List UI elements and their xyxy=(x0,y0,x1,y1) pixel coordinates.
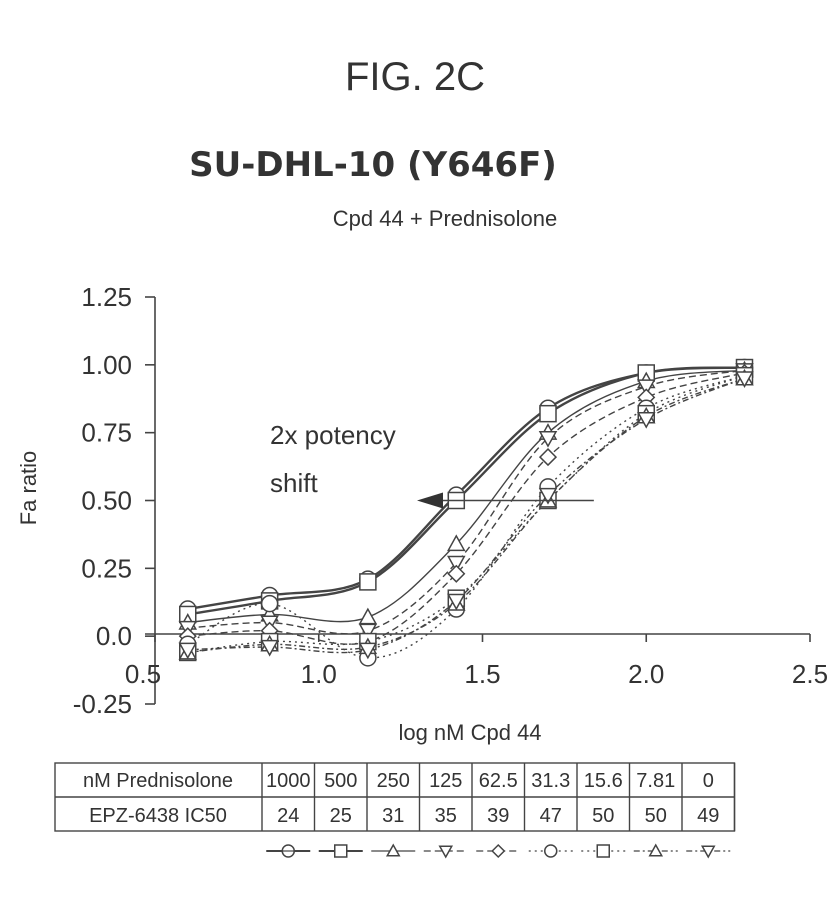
x-axis-title: log nM Cpd 44 xyxy=(398,720,541,745)
table-cell-ic50: 47 xyxy=(540,805,562,827)
table-cell-ic50: 35 xyxy=(435,805,457,827)
table-cell-ic50: 24 xyxy=(277,805,299,827)
table-cell-concentration: 7.81 xyxy=(636,770,675,792)
y-tick-label: 0.25 xyxy=(81,553,132,583)
table-cell-concentration: 31.3 xyxy=(531,770,570,792)
y-tick-label: 1.00 xyxy=(81,350,132,380)
table-cell-ic50: 50 xyxy=(645,805,667,827)
table-cell-concentration: 0 xyxy=(703,770,714,792)
table-row1-header: nM Prednisolone xyxy=(83,770,233,792)
legend xyxy=(266,845,730,857)
plot-area: 1.25 1.00 0.75 0.50 0.25 0.0 -0.25 0.5 1.0 1.5 2.… xyxy=(16,282,828,745)
y-tick-label: -0.25 xyxy=(73,689,132,719)
y-axis-ticks: 1.25 1.00 0.75 0.50 0.25 0.0 -0.25 xyxy=(73,282,155,719)
data-point xyxy=(262,596,278,612)
table-cells: 10002450025250311253562.53931.34715.6507… xyxy=(266,770,719,827)
table-cell-ic50: 50 xyxy=(592,805,614,827)
annotation-line1: 2x potency xyxy=(270,420,396,450)
series-markers xyxy=(180,360,753,666)
table-cell-concentration: 500 xyxy=(324,770,357,792)
x-tick-label: 2.5 xyxy=(792,659,828,689)
x-tick-label: 0.5 xyxy=(125,659,161,689)
table-cell-ic50: 49 xyxy=(697,805,719,827)
y-tick-label: 1.25 xyxy=(81,282,132,312)
table-cell-ic50: 25 xyxy=(330,805,352,827)
figure-label: FIG. 2C xyxy=(345,55,485,99)
x-tick-label: 1.0 xyxy=(301,659,337,689)
y-tick-label: 0.75 xyxy=(81,418,132,448)
y-tick-label: 0.0 xyxy=(96,621,132,651)
legend-marker xyxy=(492,845,504,857)
x-axis-ticks: 0.5 1.0 1.5 2.0 2.5 xyxy=(125,634,828,689)
data-point xyxy=(540,406,556,422)
table-cell-ic50: 39 xyxy=(487,805,509,827)
arrow-head xyxy=(417,493,443,509)
legend-marker xyxy=(545,845,557,857)
y-axis-title: Fa ratio xyxy=(16,451,41,526)
concentration-table: nM Prednisolone EPZ-6438 IC50 1000245002… xyxy=(55,763,735,831)
data-point xyxy=(360,574,376,590)
table-cell-concentration: 1000 xyxy=(266,770,311,792)
chart-title: SU-DHL-10 (Y646F) xyxy=(189,145,557,185)
annotation-line2: shift xyxy=(270,468,318,498)
table-cell-ic50: 31 xyxy=(382,805,404,827)
table-row2-header: EPZ-6438 IC50 xyxy=(89,805,227,827)
y-tick-label: 0.50 xyxy=(81,486,132,516)
legend-marker xyxy=(597,845,609,857)
x-tick-label: 1.5 xyxy=(464,659,500,689)
chart-subtitle: Cpd 44 + Prednisolone xyxy=(333,206,557,231)
legend-marker xyxy=(335,845,347,857)
potency-shift-arrow xyxy=(417,493,594,509)
x-tick-label: 2.0 xyxy=(628,659,664,689)
data-point xyxy=(360,609,376,623)
table-cell-concentration: 62.5 xyxy=(479,770,518,792)
table-cell-concentration: 250 xyxy=(377,770,410,792)
table-cell-concentration: 125 xyxy=(429,770,462,792)
table-cell-concentration: 15.6 xyxy=(584,770,623,792)
